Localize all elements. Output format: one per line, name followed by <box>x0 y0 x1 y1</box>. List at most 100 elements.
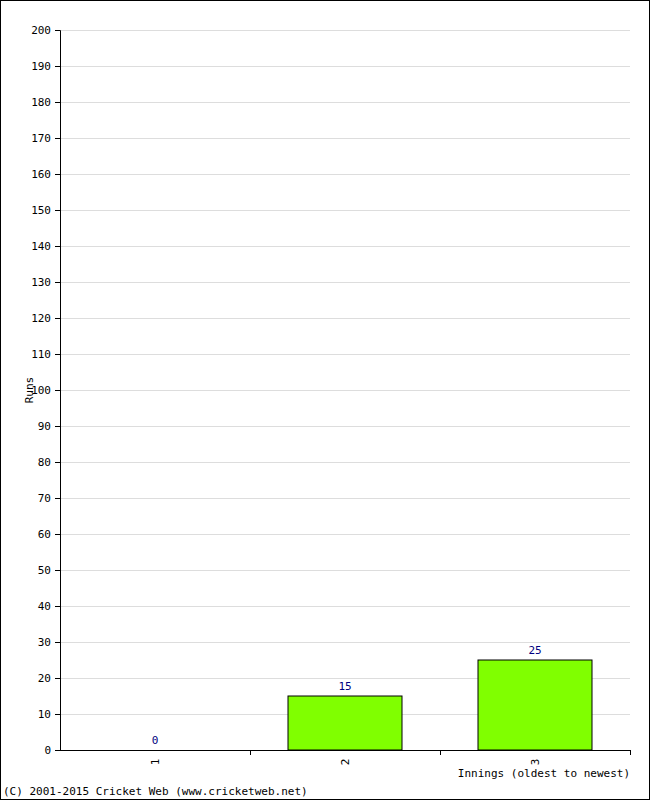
y-tick-label: 140 <box>31 240 51 253</box>
y-tick-mark <box>55 246 60 247</box>
y-tick: 60 <box>38 528 60 541</box>
grid-line <box>60 210 630 211</box>
y-tick-mark <box>55 642 60 643</box>
x-tick-label: 1 <box>149 759 162 766</box>
y-axis-title: Runs <box>23 377 36 404</box>
grid-line <box>60 462 630 463</box>
annotations: (C) 2001-2015 Cricket Web (www.cricketwe… <box>3 785 308 798</box>
y-tick-label: 120 <box>31 312 51 325</box>
grid-line <box>60 246 630 247</box>
y-tick-label: 180 <box>31 96 51 109</box>
y-tick-mark <box>55 678 60 679</box>
y-tick: 150 <box>31 204 60 217</box>
y-tick: 180 <box>31 96 60 109</box>
grid-line <box>60 750 630 751</box>
y-tick: 200 <box>31 24 60 37</box>
bar <box>98 750 212 751</box>
y-tick-label: 80 <box>38 456 51 469</box>
y-tick-mark <box>55 138 60 139</box>
y-tick-mark <box>55 174 60 175</box>
y-axis-line <box>55 31 61 751</box>
grid-line <box>60 534 630 535</box>
y-tick: 40 <box>38 600 60 613</box>
grid-line <box>60 390 630 391</box>
y-tick-label: 190 <box>31 60 51 73</box>
y-tick: 120 <box>31 312 60 325</box>
y-tick-mark <box>55 750 60 751</box>
chart: 0102030405060708090100110120130140150160… <box>0 0 650 800</box>
y-tick-mark <box>55 318 60 319</box>
y-tick: 20 <box>38 672 60 685</box>
y-tick-mark <box>55 534 60 535</box>
data-label: 0 <box>152 734 159 747</box>
y-tick-mark <box>55 210 60 211</box>
y-tick-mark <box>55 66 60 67</box>
data-label: 25 <box>528 644 541 657</box>
y-tick-label: 110 <box>31 348 51 361</box>
y-tick: 10 <box>38 708 60 721</box>
grid-line <box>60 282 630 283</box>
bar <box>478 660 592 750</box>
grid-line <box>60 570 630 571</box>
y-tick: 90 <box>38 420 60 433</box>
y-tick-label: 30 <box>38 636 51 649</box>
y-tick-mark <box>55 354 60 355</box>
x-separator <box>630 750 631 755</box>
y-tick-label: 170 <box>31 132 51 145</box>
y-tick: 130 <box>31 276 60 289</box>
x-separators <box>251 750 631 755</box>
y-tick-mark <box>55 102 60 103</box>
y-tick-mark <box>55 282 60 283</box>
x-tick: 1 <box>149 759 162 766</box>
grid-line <box>60 426 630 427</box>
grid-line <box>60 354 630 355</box>
border <box>1 1 650 800</box>
y-tick-mark <box>55 462 60 463</box>
y-tick: 170 <box>31 132 60 145</box>
x-axis: 1 2 3 <box>60 751 630 766</box>
y-tick: 140 <box>31 240 60 253</box>
y-tick-label: 160 <box>31 168 51 181</box>
grid-line <box>60 642 630 643</box>
x-axis-line <box>60 750 630 751</box>
y-tick: 50 <box>38 564 60 577</box>
annotation: (C) 2001-2015 Cricket Web (www.cricketwe… <box>3 785 308 798</box>
grid-line <box>60 138 630 139</box>
grid-line <box>60 66 630 67</box>
y-tick: 110 <box>31 348 60 361</box>
y-tick: 190 <box>31 60 60 73</box>
y-tick-mark <box>55 606 60 607</box>
grid-line <box>60 606 630 607</box>
x-tick: 2 <box>339 759 352 766</box>
y-tick: 70 <box>38 492 60 505</box>
x-tick-label: 3 <box>529 759 542 766</box>
y-tick-label: 90 <box>38 420 51 433</box>
y-tick-mark <box>55 498 60 499</box>
y-tick-label: 200 <box>31 24 51 37</box>
x-axis-title: Innings (oldest to newest) <box>458 767 630 780</box>
data-label: 15 <box>338 680 351 693</box>
y-tick-mark <box>55 570 60 571</box>
y-tick: 80 <box>38 456 60 469</box>
y-tick-mark <box>55 390 60 391</box>
y-tick-label: 60 <box>38 528 51 541</box>
x-separator <box>440 750 441 755</box>
grid-line <box>60 102 630 103</box>
grid-line <box>60 30 630 31</box>
grid-line <box>60 498 630 499</box>
bars <box>288 660 592 750</box>
bar <box>288 696 402 750</box>
x-tick: 3 <box>529 759 542 766</box>
y-tick-mark <box>55 30 60 31</box>
y-tick: 160 <box>31 168 60 181</box>
y-tick-label: 70 <box>38 492 51 505</box>
y-tick-label: 20 <box>38 672 51 685</box>
y-tick-mark <box>55 426 60 427</box>
grid <box>60 31 630 751</box>
y-tick-label: 40 <box>38 600 51 613</box>
x-tick-label: 2 <box>339 759 352 766</box>
x-separator <box>250 750 251 755</box>
y-tick-label: 10 <box>38 708 51 721</box>
grid-line <box>60 318 630 319</box>
y-tick: 30 <box>38 636 60 649</box>
